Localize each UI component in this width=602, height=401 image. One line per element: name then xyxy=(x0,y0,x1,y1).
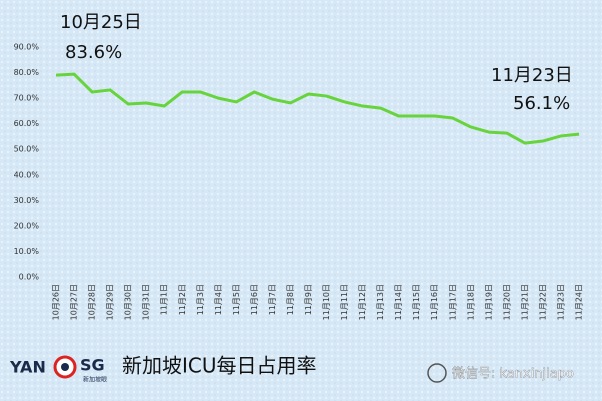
logo-text: SG xyxy=(80,356,105,375)
annotation: 56.1% xyxy=(513,93,570,114)
x-tick-label: 11月14日 xyxy=(394,284,403,320)
x-tick-label: 11月22日 xyxy=(538,284,547,320)
x-tick-label: 11月4日 xyxy=(214,284,223,315)
y-tick-label: 90.0% xyxy=(14,43,40,52)
x-tick-label: 10月30日 xyxy=(124,284,133,320)
annotation: 83.6% xyxy=(65,42,122,63)
y-tick-label: 80.0% xyxy=(14,68,40,77)
wechat-icon xyxy=(427,363,447,383)
x-tick-label: 11月23日 xyxy=(556,284,565,320)
x-tick-label: 11月12日 xyxy=(358,284,367,320)
x-tick-label: 11月21日 xyxy=(520,284,529,320)
x-tick-label: 11月1日 xyxy=(160,284,169,315)
watermark: 微信号: kanxinjiapo xyxy=(452,367,574,382)
x-tick-label: 11月11日 xyxy=(340,284,349,320)
x-tick-label: 11月7日 xyxy=(268,284,277,315)
logo-subtext: 新加坡眼 xyxy=(83,376,107,384)
logo-icon xyxy=(61,363,69,371)
x-tick-label: 11月6日 xyxy=(250,284,259,315)
x-tick-label: 11月2日 xyxy=(178,284,187,315)
annotation: 11月23日 xyxy=(491,65,573,86)
x-tick-label: 11月17日 xyxy=(448,284,457,320)
x-tick-label: 11月8日 xyxy=(286,284,295,315)
x-tick-label: 10月29日 xyxy=(106,284,115,320)
y-tick-label: 30.0% xyxy=(14,196,40,205)
x-tick-label: 11月20日 xyxy=(502,284,511,320)
data-line xyxy=(55,72,580,145)
x-tick-label: 10月27日 xyxy=(70,284,79,320)
y-tick-label: 10.0% xyxy=(14,247,40,256)
x-tick-label: 11月18日 xyxy=(466,284,475,320)
y-tick-label: 0.0% xyxy=(19,273,40,282)
y-tick-label: 70.0% xyxy=(14,94,40,103)
x-tick-label: 11月13日 xyxy=(376,284,385,320)
x-tick-label: 11月24日 xyxy=(574,284,583,320)
logo-text: YAN xyxy=(9,358,46,377)
y-tick-label: 20.0% xyxy=(14,221,40,230)
x-tick-label: 10月28日 xyxy=(88,284,97,320)
y-tick-label: 60.0% xyxy=(14,119,40,128)
x-tick-label: 11月19日 xyxy=(484,284,493,320)
y-tick-label: 50.0% xyxy=(14,145,40,154)
chart-title: 新加坡ICU每日占用率 xyxy=(122,354,317,378)
x-tick-label: 11月5日 xyxy=(232,284,241,315)
x-tick-label: 10月31日 xyxy=(142,284,151,320)
logo: YAN SG 新加坡眼 xyxy=(9,355,107,384)
annotation: 10月25日 xyxy=(60,12,142,33)
x-tick-label: 11月10日 xyxy=(322,284,331,320)
x-tick-label: 11月9日 xyxy=(304,284,313,315)
x-tick-label: 10月26日 xyxy=(52,284,61,320)
x-tick-label: 11月16日 xyxy=(430,284,439,320)
x-tick-label: 11月15日 xyxy=(412,284,421,320)
y-tick-label: 40.0% xyxy=(14,170,40,179)
x-tick-label: 11月3日 xyxy=(196,284,205,315)
